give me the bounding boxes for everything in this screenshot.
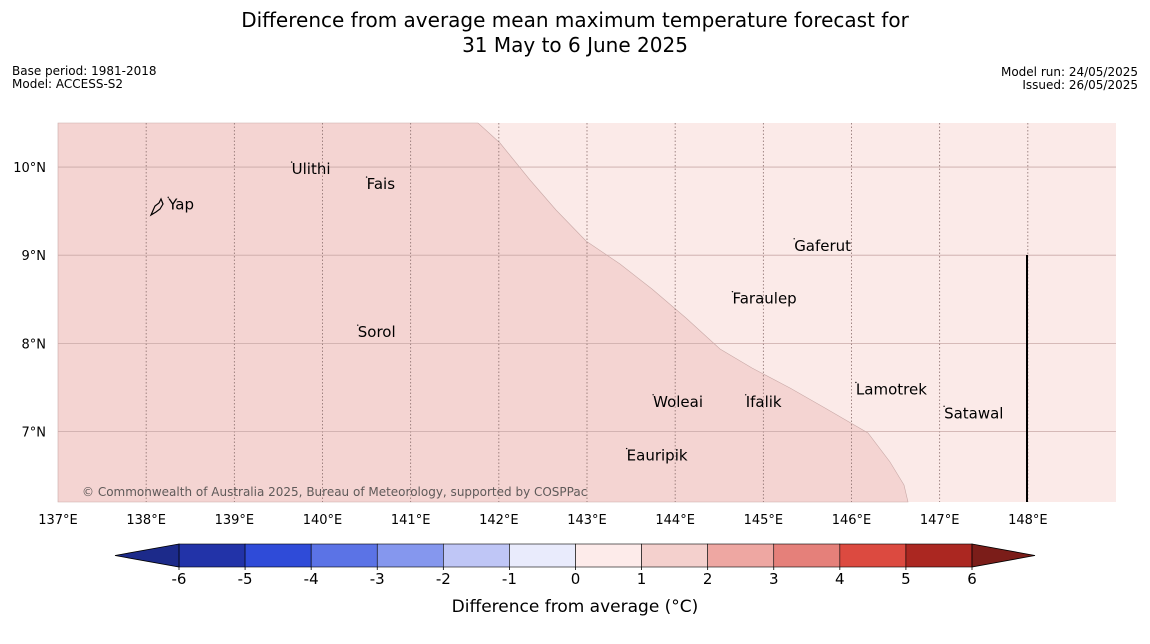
place-label-ulithi: Ulithi — [292, 160, 331, 178]
island-marker — [855, 381, 857, 384]
place-label-sorol: Sorol — [358, 323, 396, 341]
longitude-tick-label: 141°E — [391, 513, 431, 528]
title-line-2: 31 May to 6 June 2025 — [462, 33, 688, 57]
longitude-tick-label: 145°E — [744, 513, 784, 528]
colorbar-tick-label: 6 — [967, 570, 977, 588]
colorbar-cell — [905, 543, 973, 568]
longitude-tick-label: 143°E — [567, 513, 607, 528]
colorbar-cell — [178, 543, 246, 568]
colorbar-tick-label: 5 — [901, 570, 911, 588]
place-label-woleai: Woleai — [653, 393, 703, 411]
island-marker — [365, 176, 368, 178]
latitude-tick-label: 9°N — [22, 249, 47, 264]
colorbar-tick-label: -1 — [502, 570, 517, 588]
colorbar-tick-labels: -6 -5 -4 -3 -2 -1 0 1 2 3 4 5 6 — [172, 567, 977, 588]
colorbar-cell — [244, 543, 312, 568]
yap-island-outline — [149, 197, 164, 217]
colorbar-cell — [773, 543, 841, 568]
colorbar-over-arrow — [971, 543, 1036, 568]
model-run-text: Model run: 24/05/2025 — [1000, 65, 1138, 79]
place-label-fais: Fais — [367, 175, 396, 193]
latitude-tick-label: 8°N — [22, 337, 47, 352]
island-marker — [167, 196, 169, 199]
colorbar-cell — [443, 543, 510, 568]
island-marker — [625, 447, 628, 450]
copyright-text: © Commonwealth of Australia 2025, Bureau… — [82, 485, 587, 499]
latitude-labels: 10°N 9°N 8°N 7°N — [13, 161, 46, 440]
colorbar-tick-label: 4 — [835, 570, 845, 588]
place-label-gaferut: Gaferut — [794, 237, 851, 255]
longitude-tick-label: 146°E — [832, 513, 872, 528]
model-text: Model: ACCESS-S2 — [12, 77, 124, 91]
colorbar-tick-label: 3 — [769, 570, 779, 588]
colorbar-cell — [839, 543, 907, 568]
place-label-eauripik: Eauripik — [627, 447, 688, 465]
colorbar-label: Difference from average (°C) — [452, 597, 699, 617]
latitude-tick-label: 7°N — [22, 425, 47, 440]
colorbar-tick-label: -5 — [238, 570, 253, 588]
place-labels: Yap Ulithi Fais Gaferut Faraulep Sorol Lamotre… — [167, 160, 1003, 464]
longitude-tick-label: 138°E — [126, 513, 166, 528]
forecast-map: Yap Ulithi Fais Gaferut Faraulep Sorol Lamotre… — [13, 122, 1116, 528]
longitude-tick-label: 142°E — [479, 513, 519, 528]
island-marker — [290, 161, 293, 163]
island-marker — [793, 238, 795, 240]
colorbar-tick-label: 2 — [703, 570, 713, 588]
place-label-yap: Yap — [167, 195, 194, 213]
colorbar-tick-label: -4 — [304, 570, 319, 588]
longitude-tick-label: 147°E — [920, 513, 960, 528]
title-line-1: Difference from average mean maximum tem… — [241, 8, 909, 32]
latitude-tick-label: 10°N — [13, 161, 46, 176]
colorbar-cell — [509, 543, 576, 568]
longitude-tick-label: 144°E — [655, 513, 695, 528]
place-label-lamotrek: Lamotrek — [856, 380, 927, 398]
anomaly-region-1-to-2 — [57, 122, 909, 503]
base-period-text: Base period: 1981-2018 — [12, 64, 157, 78]
colorbar-cell — [707, 543, 775, 568]
metadata-left: Base period: 1981-2018 Model: ACCESS-S2 — [12, 65, 157, 91]
longitude-labels: 137°E 138°E 139°E 140°E 141°E 142°E 143°E 144°E… — [38, 513, 1047, 528]
colorbar-cells — [178, 543, 973, 568]
colorbar: -6 -5 -4 -3 -2 -1 0 1 2 3 4 5 6 Difference from aver… — [114, 543, 1036, 617]
place-label-ifalik: Ifalik — [746, 393, 782, 411]
colorbar-cell — [310, 543, 378, 568]
colorbar-under-arrow — [114, 543, 180, 568]
colorbar-tick-label: -2 — [436, 570, 451, 588]
island-marker — [943, 405, 945, 407]
metadata-right: Model run: 24/05/2025 Issued: 26/05/2025 — [1001, 66, 1138, 92]
chart-title: Difference from average mean maximum tem… — [0, 8, 1150, 58]
longitude-tick-label: 137°E — [38, 513, 78, 528]
place-label-faraulep: Faraulep — [732, 290, 796, 308]
island-marker — [745, 394, 747, 396]
island-marker — [652, 394, 654, 396]
colorbar-tick-label: -3 — [370, 570, 385, 588]
issued-text: Issued: 26/05/2025 — [1022, 78, 1138, 92]
colorbar-cell — [376, 543, 444, 568]
longitude-tick-label: 139°E — [215, 513, 255, 528]
colorbar-cell — [641, 543, 708, 568]
colorbar-tick-label: -6 — [172, 570, 187, 588]
island-marker — [731, 290, 734, 293]
colorbar-cell — [575, 543, 642, 568]
colorbar-tick-label: 0 — [571, 570, 581, 588]
longitude-tick-label: 148°E — [1008, 513, 1048, 528]
longitude-tick-label: 140°E — [303, 513, 343, 528]
colorbar-tick-label: 1 — [637, 570, 647, 588]
island-marker — [357, 324, 359, 326]
place-label-satawal: Satawal — [944, 404, 1003, 422]
